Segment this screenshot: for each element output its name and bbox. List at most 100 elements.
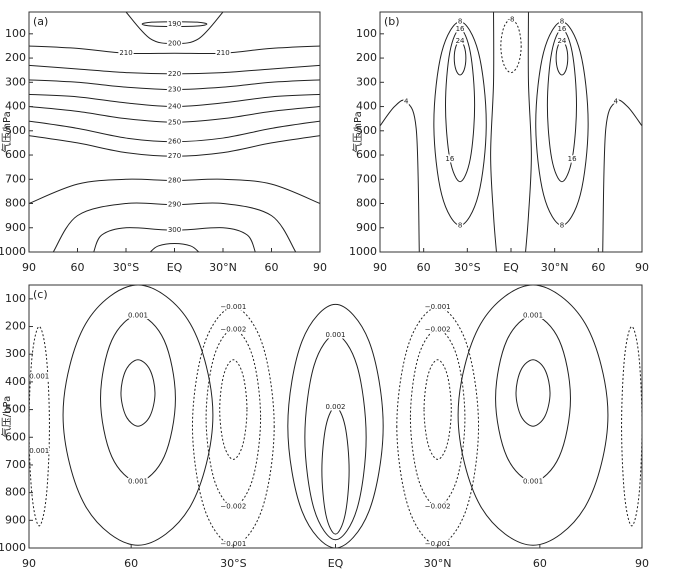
x-tick-label: 90	[22, 261, 36, 274]
x-tick-label: 30°N	[424, 557, 452, 570]
contour-line	[29, 64, 320, 75]
contour-line	[141, 21, 208, 28]
x-tick-label: 90	[635, 557, 649, 570]
y-tick-label: 900	[5, 513, 26, 526]
contour-label: 250	[168, 118, 181, 126]
x-tick-label: 60	[591, 261, 605, 274]
y-tick-label: 900	[356, 221, 377, 234]
contour-line	[62, 285, 214, 546]
contour-line	[423, 359, 452, 460]
contour-label: 4	[404, 98, 409, 106]
y-axis-label: 气压/hPa	[351, 111, 364, 152]
panel-label: (a)	[33, 15, 48, 28]
contour-line	[321, 406, 350, 535]
contour-line	[495, 314, 571, 483]
contour-label: −0.002	[220, 325, 246, 333]
y-tick-label: 200	[356, 51, 377, 64]
y-tick-label: 400	[5, 375, 26, 388]
x-tick-label: EQ	[503, 261, 519, 274]
contour-line	[546, 28, 578, 183]
contour-label: 8	[458, 18, 462, 26]
contour-line	[205, 328, 262, 507]
contour-label: 0.001	[128, 478, 148, 486]
plot-area	[380, 12, 642, 252]
y-tick-label: 1000	[349, 245, 377, 258]
x-tick-label: 90	[373, 261, 387, 274]
contour-line	[219, 359, 248, 460]
contour-label: 190	[168, 20, 181, 28]
contour-line	[380, 99, 420, 252]
y-tick-label: 300	[356, 75, 377, 88]
contour-label: 8	[458, 221, 462, 229]
y-tick-label: 1000	[0, 245, 26, 258]
x-tick-label: 90	[22, 557, 36, 570]
y-tick-label: 300	[5, 75, 26, 88]
x-tick-label: 30°S	[113, 261, 139, 274]
contour-label: 24	[557, 37, 566, 45]
x-tick-label: 30°N	[541, 261, 569, 274]
contour-line	[602, 99, 642, 252]
contour-line	[191, 306, 275, 546]
contour-line	[500, 18, 522, 74]
x-tick-label: 30°S	[220, 557, 246, 570]
x-tick-label: 60	[124, 557, 138, 570]
x-tick-label: 60	[417, 261, 431, 274]
contour-label: 210	[119, 49, 132, 57]
contour-label: 0.001	[29, 372, 49, 380]
plot-frame	[28, 284, 643, 549]
y-tick-label: 200	[5, 51, 26, 64]
x-tick-label: 60	[533, 557, 547, 570]
x-tick-label: 90	[313, 261, 327, 274]
plot-area	[29, 285, 642, 548]
contour-label: 0.001	[523, 478, 543, 486]
panel: 190 200 210 210 220 230 240 250 260 270 280 290 300 1…	[0, 11, 327, 274]
contour-line	[29, 120, 320, 143]
contour-label: −0.001	[220, 303, 246, 311]
contour-label: 0.001	[29, 447, 49, 455]
contour-label: 220	[168, 70, 181, 78]
contour-label: 260	[168, 138, 181, 146]
panel-label: (c)	[33, 288, 48, 301]
panel-label: (b)	[384, 15, 400, 28]
contour-label: 280	[168, 176, 181, 184]
contour-line	[525, 12, 532, 252]
contour-label: 270	[168, 152, 181, 160]
contour-label: 16	[568, 155, 577, 163]
contour-label: 16	[557, 25, 566, 33]
contour-label: 24	[456, 37, 465, 45]
y-tick-label: 300	[5, 347, 26, 360]
contour-line	[29, 79, 320, 91]
contour-line	[52, 202, 297, 252]
contour-line	[444, 28, 476, 183]
contour-line	[29, 135, 320, 157]
contour-label: −0.002	[425, 325, 451, 333]
contour-line	[149, 243, 200, 252]
panel: 0.001 0.001 −0.001 −0.002 −0.002 −0.001 0.001 0…	[0, 284, 649, 570]
plot-frame	[379, 11, 643, 253]
contour-label: 230	[168, 86, 181, 94]
contour-line	[100, 314, 176, 483]
contour-label: −0.001	[425, 303, 451, 311]
contour-label: −0.002	[220, 502, 246, 510]
y-tick-label: 600	[5, 430, 26, 443]
x-tick-label: 60	[265, 261, 279, 274]
contour-label: 8	[560, 221, 564, 229]
contour-line	[396, 306, 480, 546]
y-axis-label: 气压/hPa	[0, 396, 13, 437]
contour-label: 240	[168, 103, 181, 111]
y-tick-label: 700	[356, 172, 377, 185]
y-tick-label: 600	[356, 148, 377, 161]
contour-label: −0.001	[220, 540, 246, 548]
y-tick-label: 100	[356, 27, 377, 40]
x-tick-label: 30°S	[454, 261, 480, 274]
contour-label: 0.001	[523, 311, 543, 319]
contour-line	[515, 359, 551, 427]
y-tick-label: 800	[5, 197, 26, 210]
contour-line	[621, 326, 642, 527]
contour-line	[304, 334, 367, 541]
contour-line	[409, 328, 466, 507]
y-tick-label: 700	[5, 458, 26, 471]
x-tick-label: EQ	[328, 557, 344, 570]
